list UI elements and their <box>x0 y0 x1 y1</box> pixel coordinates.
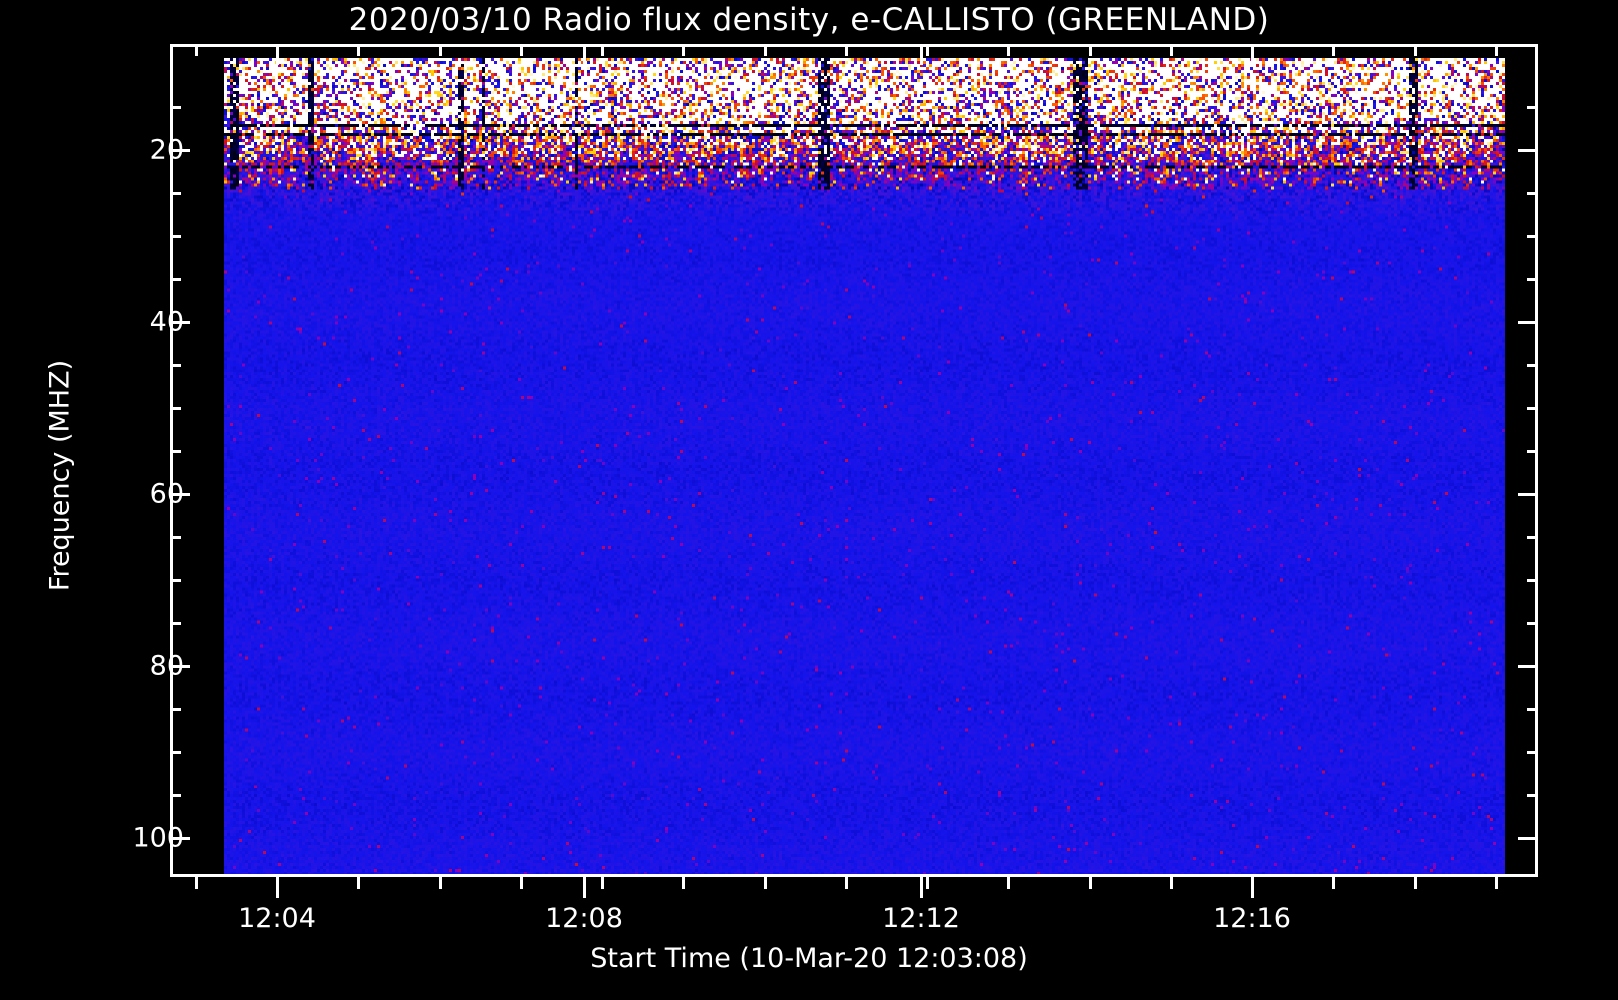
y-tick-minor <box>170 751 181 754</box>
y-tick-label: 20 <box>149 134 184 166</box>
x-tick-major-top <box>920 44 923 65</box>
x-tick-major-top <box>276 44 279 65</box>
y-tick-minor-right <box>1527 407 1538 410</box>
y-tick-minor <box>170 450 181 453</box>
y-tick-minor <box>170 794 181 797</box>
y-tick-minor-right <box>1527 106 1538 109</box>
x-tick-major <box>920 877 923 898</box>
y-tick-major-right <box>1518 321 1538 324</box>
x-tick-minor-top <box>926 44 929 56</box>
y-tick-minor-right <box>1527 708 1538 711</box>
x-tick-minor-top <box>438 44 442 56</box>
x-tick-minor-top <box>1494 44 1498 56</box>
y-tick-minor-right <box>1527 192 1538 195</box>
y-tick-minor <box>170 106 181 109</box>
x-tick-minor-top <box>1332 44 1336 56</box>
y-tick-minor <box>170 192 181 195</box>
y-tick-minor-right <box>1527 536 1538 539</box>
y-tick-major-right <box>1518 837 1538 840</box>
x-tick-label: 12:12 <box>882 903 960 934</box>
x-tick-minor <box>926 877 929 889</box>
x-tick-minor-top <box>763 44 767 56</box>
y-tick-minor-right <box>1527 235 1538 238</box>
x-tick-minor-top <box>519 44 523 56</box>
y-tick-label: 60 <box>149 478 184 510</box>
x-tick-minor-top <box>1169 44 1173 56</box>
x-tick-minor-top <box>194 44 198 56</box>
y-tick-label: 80 <box>149 650 184 682</box>
y-tick-minor <box>170 579 181 582</box>
x-tick-minor <box>1413 877 1417 889</box>
y-tick-major <box>170 493 190 496</box>
x-tick-major <box>1251 877 1254 898</box>
x-tick-minor-top <box>601 44 604 56</box>
x-tick-major <box>583 877 586 898</box>
y-tick-minor-right <box>1527 622 1538 625</box>
x-tick-minor-top <box>1007 44 1011 56</box>
x-tick-major-top <box>1251 44 1254 65</box>
x-tick-minor <box>844 877 848 889</box>
y-axis-label: Frequency (MHZ) <box>44 359 76 592</box>
y-tick-major-right <box>1518 493 1538 496</box>
y-tick-major <box>170 837 190 840</box>
x-tick-minor <box>438 877 442 889</box>
y-tick-minor-right <box>1527 364 1538 367</box>
y-tick-minor <box>170 364 181 367</box>
y-tick-major <box>170 665 190 668</box>
x-tick-minor <box>1169 877 1173 889</box>
x-tick-minor <box>763 877 767 889</box>
x-tick-label: 12:16 <box>1213 903 1291 934</box>
x-tick-minor <box>1088 877 1092 889</box>
spectrogram-image <box>224 58 1505 874</box>
y-tick-minor <box>170 536 181 539</box>
x-tick-major <box>276 877 279 898</box>
x-tick-minor <box>357 877 361 889</box>
y-tick-minor-right <box>1527 450 1538 453</box>
x-tick-minor <box>682 877 686 889</box>
plot-frame <box>170 44 1538 877</box>
x-tick-minor <box>519 877 523 889</box>
x-tick-major-top <box>583 44 586 65</box>
y-tick-major-right <box>1518 149 1538 152</box>
y-tick-minor <box>170 278 181 281</box>
x-tick-minor-top <box>1413 44 1417 56</box>
y-tick-minor <box>170 407 181 410</box>
page-title: 2020/03/10 Radio flux density, e-CALLIST… <box>348 2 1270 38</box>
y-tick-major-right <box>1518 665 1538 668</box>
y-tick-minor-right <box>1527 794 1538 797</box>
y-tick-minor-right <box>1527 751 1538 754</box>
x-tick-minor <box>1332 877 1336 889</box>
y-tick-minor <box>170 235 181 238</box>
y-tick-major <box>170 321 190 324</box>
y-tick-minor-right <box>1527 278 1538 281</box>
x-tick-minor-top <box>1088 44 1092 56</box>
x-tick-minor-top <box>682 44 686 56</box>
y-tick-minor <box>170 622 181 625</box>
y-tick-minor <box>170 708 181 711</box>
x-tick-minor-top <box>844 44 848 56</box>
x-tick-minor <box>1494 877 1498 889</box>
x-axis-label: Start Time (10-Mar-20 12:03:08) <box>590 943 1028 974</box>
x-tick-label: 12:04 <box>238 903 316 934</box>
x-tick-minor <box>194 877 198 889</box>
x-tick-minor <box>1007 877 1011 889</box>
x-tick-label: 12:08 <box>545 903 623 934</box>
x-tick-minor-top <box>357 44 361 56</box>
y-tick-label: 40 <box>149 306 184 338</box>
y-tick-minor-right <box>1527 579 1538 582</box>
x-tick-minor <box>601 877 604 889</box>
y-tick-major <box>170 149 190 152</box>
y-tick-label: 100 <box>132 822 184 854</box>
